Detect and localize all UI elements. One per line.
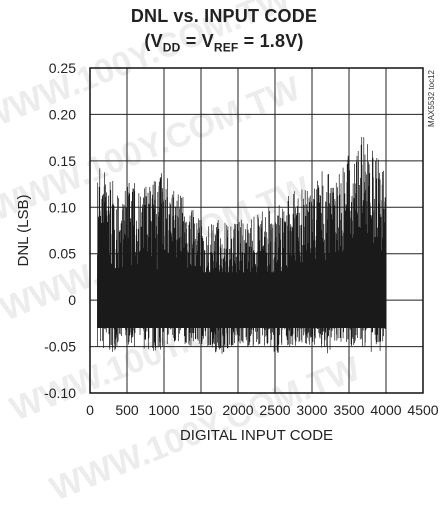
x-tick-label: 4500 <box>407 402 438 418</box>
y-tick-label: -0.05 <box>44 339 76 355</box>
x-tick-label: 4000 <box>370 402 401 418</box>
y-tick-label: 0.15 <box>49 153 76 169</box>
dnl-trace <box>97 137 387 354</box>
y-tick-label: 0.20 <box>49 106 76 122</box>
x-tick-label: 0 <box>86 402 94 418</box>
y-tick-label: -0.10 <box>44 385 76 401</box>
subtitle-sub-dd: DD <box>162 40 181 55</box>
subtitle-mid: = V <box>180 31 214 51</box>
dnl-chart: 0.25 0.20 0.15 0.10 0.05 0 -0.05 -0.10 0 500 1000… <box>15 60 439 444</box>
x-tick-label: 2500 <box>259 402 290 418</box>
subtitle-rest: = 1.8V) <box>238 31 304 51</box>
subtitle-sub-ref: REF <box>213 40 239 55</box>
y-tick-label: 0 <box>68 292 76 308</box>
y-tick-labels: 0.25 0.20 0.15 0.10 0.05 0 -0.05 -0.10 <box>44 60 76 401</box>
figure-id-note: MAX5532 toc12 <box>427 69 436 126</box>
dnl-core-band <box>97 272 387 328</box>
chart-title: DNL vs. INPUT CODE <box>130 6 318 26</box>
x-tick-label: 500 <box>115 402 139 418</box>
y-tick-label: 0.10 <box>49 199 76 215</box>
x-tick-label: 3500 <box>333 402 364 418</box>
y-tick-label: 0.25 <box>49 60 76 76</box>
x-tick-labels: 0 500 1000 150 2000 2500 3000 3500 4000 4500 <box>86 402 439 418</box>
x-tick-label: 2000 <box>222 402 253 418</box>
y-axis-label: DNL (LSB) <box>15 195 32 267</box>
chart-subtitle: (VDD = VREF = 1.8V) <box>0 31 448 55</box>
plot-frame <box>89 67 424 394</box>
x-tick-label: 3000 <box>296 402 327 418</box>
y-tick-label: 0.05 <box>49 246 76 262</box>
subtitle-open: (V <box>144 31 163 51</box>
x-tick-label: 1000 <box>148 402 179 418</box>
x-axis-label: DIGITAL INPUT CODE <box>180 427 333 444</box>
x-tick-label: 150 <box>189 402 213 418</box>
